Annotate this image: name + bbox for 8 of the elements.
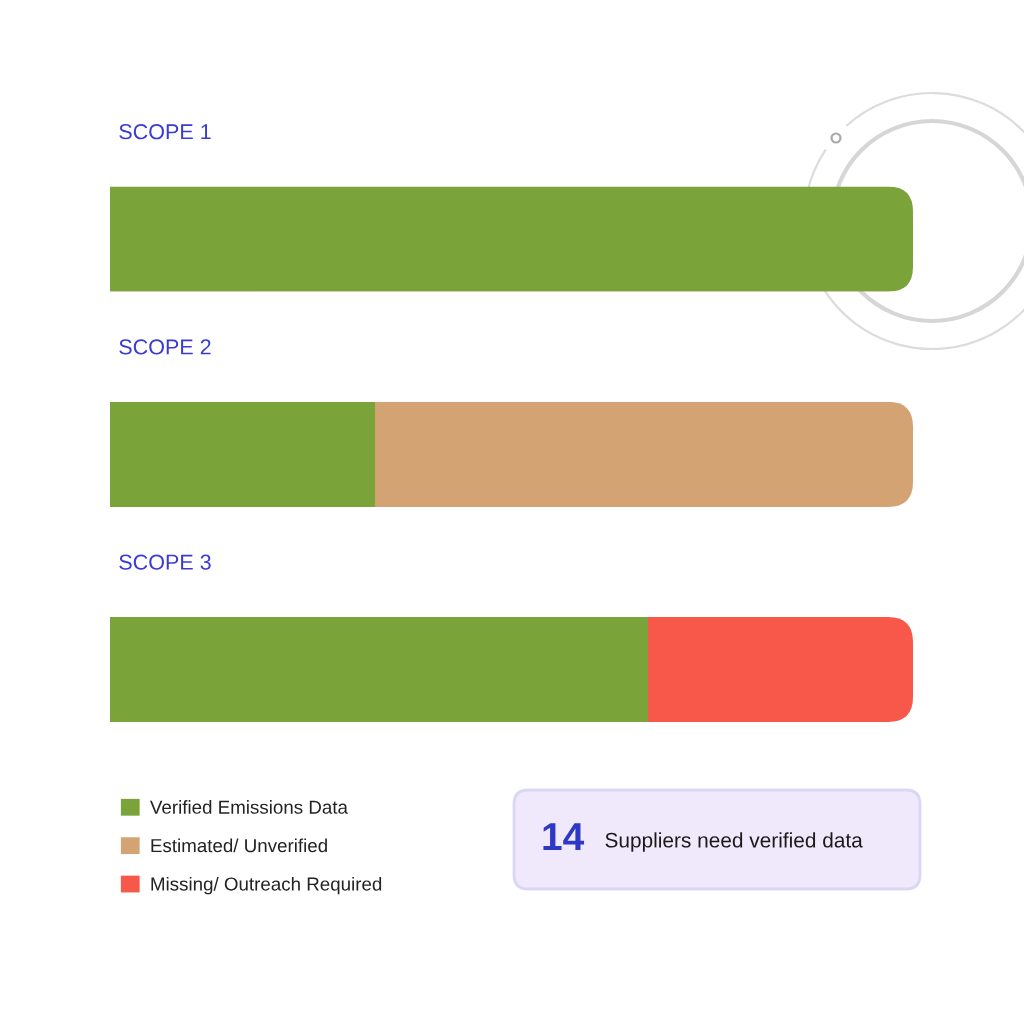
legend-label: Verified Emissions Data — [150, 800, 348, 814]
text: Suppliers need verified data — [605, 832, 863, 852]
text: 14 — [543, 823, 585, 851]
y-tick-label: SCOPE 2 — [119, 339, 211, 355]
legend-label: Estimated/ Unverified — [151, 838, 327, 853]
y-tick-label: SCOPE 3 — [119, 554, 211, 570]
legend-label: Missing/ Outreach Required — [151, 876, 382, 895]
y-tick-label: SCOPE 1 — [119, 124, 211, 140]
